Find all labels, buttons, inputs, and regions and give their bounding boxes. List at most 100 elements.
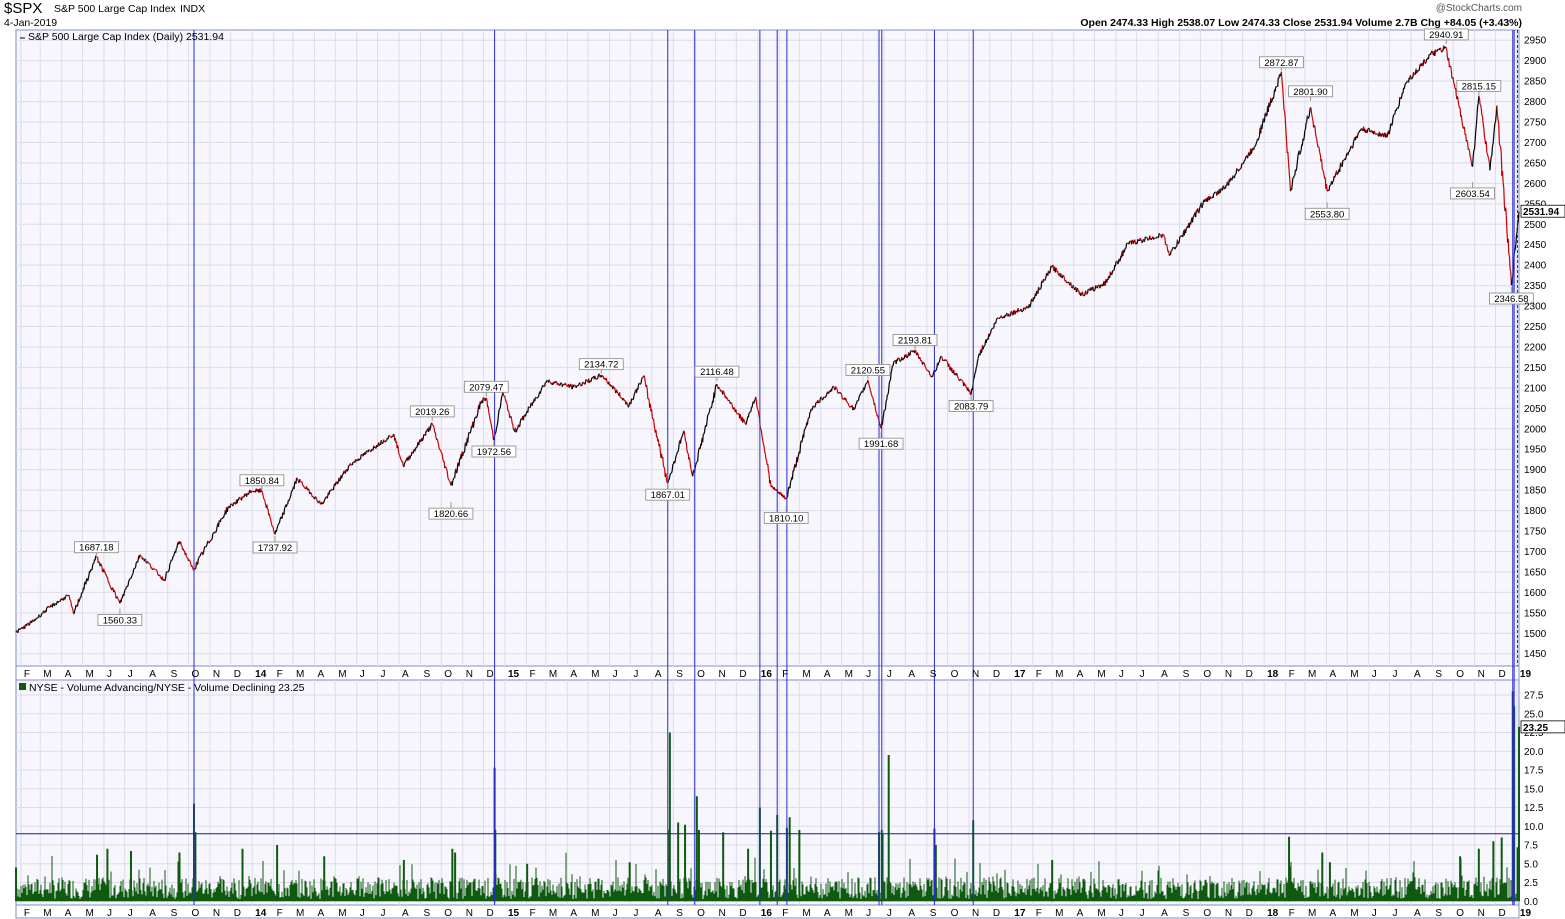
price-segment — [688, 457, 691, 464]
annotation-box — [1489, 292, 1534, 305]
price-x-tick-label: D — [739, 669, 746, 680]
price-segment — [622, 397, 625, 400]
price-segment — [859, 392, 862, 395]
price-segment — [997, 317, 1000, 319]
price-segment — [28, 624, 31, 626]
price-panel — [15, 29, 1520, 667]
price-segment — [1303, 137, 1305, 141]
price-segment — [778, 491, 780, 494]
price-segment — [397, 449, 400, 455]
price-segment — [799, 444, 802, 454]
price-segment — [95, 556, 98, 558]
breadth-x-tick-label: A — [1161, 908, 1168, 919]
price-x-tick-label: A — [1329, 669, 1336, 680]
price-segment — [504, 399, 507, 402]
price-x-tick-label: S — [1183, 669, 1190, 680]
price-segment — [192, 567, 194, 571]
price-x-tick-label: D — [234, 669, 241, 680]
price-segment — [1270, 101, 1273, 103]
breadth-x-tick-label: F — [529, 908, 535, 919]
price-segment — [667, 479, 670, 481]
price-segment — [1001, 316, 1004, 319]
price-segment — [284, 506, 286, 509]
price-segment — [1395, 108, 1398, 112]
price-segment — [580, 385, 583, 387]
price-segment — [1005, 314, 1007, 317]
price-segment — [1490, 155, 1493, 158]
price-segment — [1026, 305, 1028, 308]
price-segment — [663, 466, 666, 470]
price-segment — [1198, 206, 1201, 210]
price-segment — [1174, 247, 1177, 250]
price-segment — [1240, 163, 1243, 169]
breadth-y-tick-label: 2.5 — [1524, 878, 1538, 889]
price-y-tick-label: 2300 — [1524, 302, 1547, 313]
price-segment — [1168, 254, 1171, 256]
price-segment — [431, 422, 433, 425]
price-segment — [1091, 286, 1094, 291]
price-y-tick-label: 1600 — [1524, 588, 1547, 599]
price-segment — [713, 390, 716, 398]
breadth-x-tick-label: M — [1350, 908, 1358, 919]
price-segment — [1409, 75, 1412, 78]
price-segment — [34, 618, 37, 621]
price-segment — [840, 393, 843, 399]
price-segment — [148, 562, 150, 565]
price-segment — [1130, 240, 1133, 245]
price-segment — [116, 596, 119, 600]
price-segment — [559, 382, 562, 385]
price-segment — [1457, 100, 1460, 106]
price-segment — [45, 607, 48, 613]
price-segment — [751, 403, 754, 408]
price-segment — [1411, 77, 1413, 80]
price-x-tick-label: N — [466, 669, 473, 680]
price-annotation: 2346.58 — [1489, 287, 1534, 305]
price-segment — [762, 439, 764, 444]
price-segment — [867, 379, 870, 383]
price-segment — [199, 553, 202, 557]
annotation-box — [763, 512, 809, 524]
price-segment — [279, 516, 282, 520]
exchange-label: INDX — [180, 3, 206, 15]
price-segment — [291, 489, 294, 491]
annotation-label: 1972.56 — [477, 447, 511, 458]
price-segment — [1248, 154, 1251, 157]
price-segment — [323, 499, 326, 503]
price-y-tick-label: 2850 — [1524, 77, 1547, 88]
price-segment — [603, 377, 606, 380]
breadth-legend-text: NYSE - Volume Advancing/NYSE - Volume De… — [29, 682, 305, 694]
price-segment — [1470, 157, 1472, 163]
price-segment — [689, 463, 692, 469]
price-segment — [423, 433, 426, 436]
price-annotation: 2553.80 — [1304, 202, 1350, 220]
price-segment — [195, 561, 198, 565]
price-segment — [1213, 191, 1216, 194]
annotation-label: 2120.55 — [851, 365, 885, 376]
price-segment — [347, 465, 350, 471]
price-segment — [226, 507, 229, 513]
price-segment — [824, 396, 827, 398]
annotation-box — [471, 445, 517, 458]
price-segment — [765, 458, 768, 461]
price-segment — [1429, 53, 1432, 56]
price-x-tick-label: J — [1392, 669, 1397, 680]
price-segment — [449, 481, 451, 483]
price-segment — [710, 405, 713, 409]
price-segment — [1315, 136, 1318, 140]
price-x-tick-label: J — [1140, 669, 1145, 680]
price-segment — [1096, 285, 1099, 289]
price-segment — [946, 360, 949, 363]
breadth-x-tick-label: D — [993, 908, 1000, 919]
price-x-tick-label: N — [1225, 669, 1232, 680]
price-segment — [848, 405, 851, 408]
price-y-tick-label: 2700 — [1524, 138, 1547, 149]
price-segment — [222, 514, 225, 519]
price-segment — [507, 410, 510, 413]
price-segment — [37, 616, 39, 619]
price-segment — [420, 440, 422, 443]
price-y-tick-label: 2050 — [1524, 404, 1547, 415]
price-segment — [569, 384, 572, 387]
price-segment — [76, 604, 79, 607]
price-x-tick-label: N — [719, 669, 726, 680]
price-segment — [874, 408, 877, 413]
